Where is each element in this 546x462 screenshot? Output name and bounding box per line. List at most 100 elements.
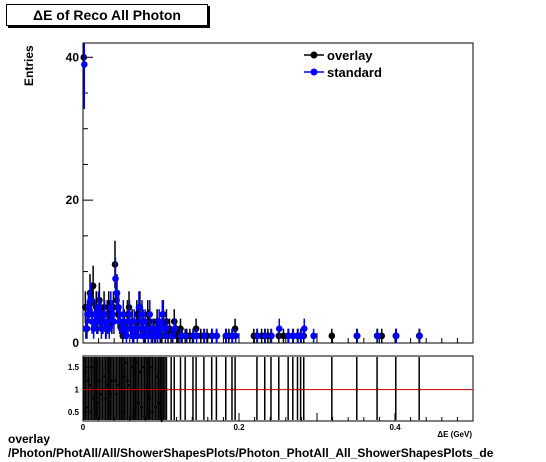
x-axis-label: ΔE (GeV) [437, 430, 472, 439]
ratio-point [107, 357, 110, 420]
ratio-point [104, 357, 107, 420]
point-standard [115, 291, 122, 324]
ratio-point [85, 357, 89, 420]
ratio-point [173, 357, 176, 420]
ratio-point [202, 357, 206, 420]
ratio-point [141, 357, 145, 420]
ratio-point [109, 357, 112, 420]
ratio-point [330, 357, 334, 420]
point-standard [146, 300, 154, 329]
ratio-point [355, 357, 358, 420]
ratio-point [149, 357, 153, 420]
ratio-point [116, 357, 120, 420]
point-standard [392, 328, 400, 343]
point-standard [182, 328, 189, 343]
ratio-point [98, 357, 101, 420]
point-standard [208, 328, 216, 343]
ratio-point [82, 357, 85, 420]
ratio-point [124, 357, 128, 420]
ratio-point [143, 357, 146, 420]
point-standard [177, 328, 185, 343]
footer-histogram-path: /Photon/PhotAll/All/ShowerShapesPlots/Ph… [8, 446, 494, 460]
ratio-point [151, 357, 154, 420]
legend-label-standard: standard [327, 65, 382, 80]
point-standard [163, 318, 171, 339]
point-standard [154, 328, 161, 343]
ratio-point [132, 357, 135, 420]
point-standard [119, 300, 127, 329]
ratio-x-tick-label: 0 [81, 423, 86, 432]
ratio-point [230, 357, 234, 420]
ratio-point [302, 357, 305, 420]
point-standard [353, 328, 361, 343]
point-standard [135, 291, 143, 324]
point-standard [129, 328, 136, 343]
ratio-point [215, 357, 218, 420]
point-standard [171, 318, 179, 339]
ratio-point [148, 357, 151, 420]
ratio-point [291, 357, 295, 420]
ratio-point [113, 357, 117, 420]
point-standard [158, 300, 166, 329]
ratio-y-tick-label: 1.5 [68, 363, 80, 372]
point-standard [138, 300, 146, 329]
ratio-point [286, 357, 290, 420]
ratio-point [269, 357, 273, 420]
ratio-point [183, 357, 187, 420]
point-standard [374, 328, 381, 343]
legend: overlay standard [304, 48, 382, 80]
ratio-point [135, 357, 139, 420]
ratio-point [179, 357, 182, 420]
point-standard [87, 282, 94, 318]
ratio-point [263, 357, 266, 420]
ratio-point [394, 357, 397, 420]
ratio-point [255, 357, 259, 420]
ratio-point [138, 357, 142, 420]
point-standard [310, 328, 317, 343]
ratio-x-axis: 0 0.2 0.4 [81, 413, 474, 432]
ratio-point [130, 357, 134, 420]
ratio-point [277, 357, 280, 420]
point-standard [140, 328, 147, 343]
point-standard [290, 328, 297, 343]
ratio-x-tick-label: 0.2 [233, 423, 245, 432]
ratio-point [123, 357, 126, 420]
point-standard [300, 318, 308, 339]
ratio-point [137, 357, 140, 420]
ratio-point [233, 357, 237, 420]
ratio-point [88, 357, 92, 420]
ratio-point [84, 357, 87, 420]
ratio-point [224, 357, 227, 420]
ratio-point [99, 357, 103, 420]
ratio-point [90, 357, 93, 420]
legend-marker-overlay [310, 51, 318, 59]
ratio-point [194, 357, 198, 420]
ratio-point [210, 357, 213, 420]
main-data-points [80, 43, 423, 343]
point-standard [222, 328, 230, 343]
ratio-point [127, 357, 131, 420]
ratio-point [146, 357, 149, 420]
point-standard [193, 328, 200, 343]
ratio-point [296, 357, 299, 420]
point-standard [261, 328, 269, 343]
ratio-point [95, 357, 98, 420]
ratio-point [299, 357, 302, 420]
main-plot-frame [82, 42, 474, 344]
point-standard [297, 328, 305, 343]
ratio-point [154, 357, 157, 420]
point-standard [268, 328, 275, 343]
point-standard [105, 318, 113, 339]
point-standard [110, 309, 118, 334]
ratio-point [157, 357, 160, 420]
ratio-y-tick-label: 0.5 [68, 408, 80, 417]
ratio-point [140, 357, 143, 420]
ratio-point [102, 357, 106, 420]
point-standard [416, 328, 423, 343]
point-standard [126, 300, 133, 329]
point-standard [275, 318, 283, 339]
ratio-point [191, 357, 195, 420]
footer-dataset-label: overlay [8, 432, 51, 446]
legend-marker-standard [310, 68, 318, 76]
